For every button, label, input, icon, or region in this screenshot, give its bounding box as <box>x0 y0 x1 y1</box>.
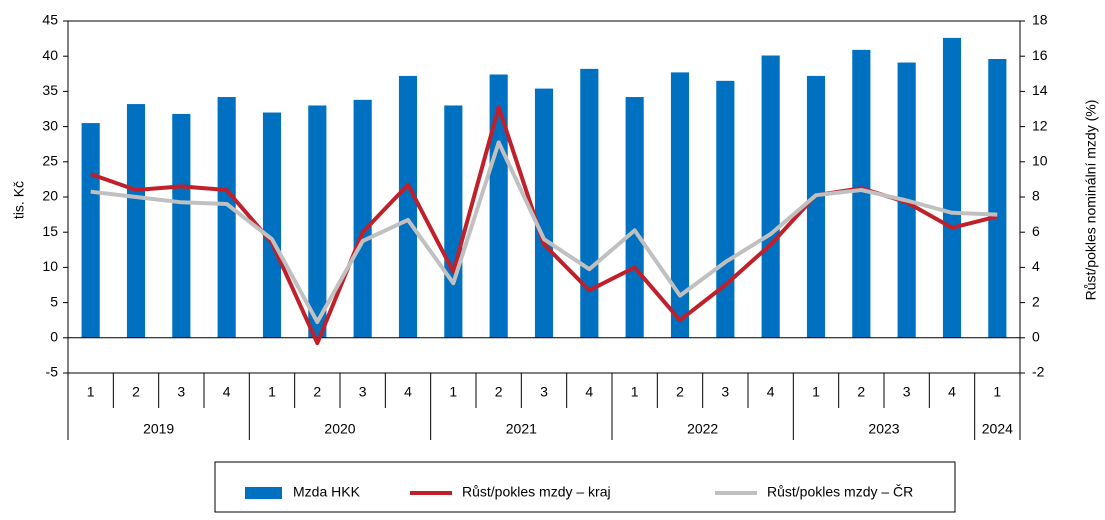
bar <box>353 99 372 338</box>
bar <box>852 49 871 338</box>
bar <box>217 97 236 338</box>
y2-tick-label: 16 <box>1032 47 1048 63</box>
x-tick-label: 4 <box>585 384 593 400</box>
x-tick-label: 2 <box>495 384 503 400</box>
bar <box>81 123 100 338</box>
bar <box>308 105 327 338</box>
y2-tick-label: 14 <box>1032 82 1048 98</box>
y2-tick-label: 0 <box>1032 329 1040 345</box>
bar <box>716 80 735 338</box>
x-group-label: 2020 <box>324 421 355 437</box>
x-group-label: 2022 <box>687 421 718 437</box>
y-axis-label: tis. Kč <box>11 181 27 219</box>
line <box>90 140 998 324</box>
y2-tick-label: 12 <box>1032 117 1048 133</box>
y2-tick-label: 6 <box>1032 223 1040 239</box>
bar <box>580 68 599 338</box>
bar <box>942 37 962 338</box>
bar <box>444 105 463 338</box>
x-tick-label: 2 <box>857 384 865 400</box>
x-tick-label: 4 <box>767 384 775 400</box>
bar <box>262 112 282 338</box>
x-tick-label: 4 <box>404 384 412 400</box>
x-tick-label: 4 <box>948 384 956 400</box>
y2-axis-label: Růst/pokles nominální mzdy (%) <box>1083 100 1099 301</box>
y-tick-label: 40 <box>42 47 58 63</box>
bar <box>806 75 826 338</box>
bar <box>625 97 644 338</box>
x-tick-label: 3 <box>721 384 729 400</box>
y-tick-label: 30 <box>42 117 58 133</box>
bar <box>489 74 508 338</box>
y2-tick-label: 2 <box>1032 293 1040 309</box>
y2-tick-label: 4 <box>1032 258 1040 274</box>
bar <box>126 104 146 338</box>
bar <box>670 72 690 338</box>
bar <box>761 55 780 338</box>
legend-box <box>214 461 956 513</box>
bar <box>398 75 418 338</box>
y-tick-label: 45 <box>42 12 58 28</box>
x-tick-label: 2 <box>132 384 140 400</box>
x-tick-label: 3 <box>540 384 548 400</box>
x-tick-label: 2 <box>676 384 684 400</box>
x-group-label: 2019 <box>143 421 174 437</box>
x-tick-label: 1 <box>87 384 95 400</box>
legend-swatch <box>245 487 282 499</box>
bar <box>988 59 1007 338</box>
x-tick-label: 1 <box>268 384 276 400</box>
legend-label: Mzda HKK <box>293 484 361 500</box>
y-tick-label: 15 <box>42 223 58 239</box>
x-tick-label: 2 <box>313 384 321 400</box>
x-tick-label: 4 <box>223 384 231 400</box>
y-tick-label: 35 <box>42 82 58 98</box>
x-tick-label: 1 <box>993 384 1001 400</box>
y2-tick-label: 8 <box>1032 188 1040 204</box>
x-tick-label: 1 <box>631 384 639 400</box>
y-tick-label: 10 <box>42 258 58 274</box>
x-tick-label: 3 <box>903 384 911 400</box>
y-tick-label: 20 <box>42 188 58 204</box>
y-tick-label: 25 <box>42 153 58 169</box>
x-tick-label: 3 <box>359 384 367 400</box>
bar <box>534 88 554 338</box>
y-tick-label: -5 <box>46 364 59 380</box>
legend-label: Růst/pokles mzdy – ČR <box>767 484 913 500</box>
y-tick-label: 5 <box>50 293 58 309</box>
y2-tick-label: -2 <box>1032 364 1045 380</box>
x-group-label: 2021 <box>506 421 537 437</box>
bar <box>172 113 191 338</box>
legend-label: Růst/pokles mzdy – kraj <box>462 484 611 500</box>
x-group-label: 2023 <box>868 421 899 437</box>
y2-tick-label: 18 <box>1032 12 1048 28</box>
x-tick-label: 1 <box>812 384 820 400</box>
x-tick-label: 1 <box>449 384 457 400</box>
y-tick-label: 0 <box>50 329 58 345</box>
x-group-label: 2024 <box>982 421 1013 437</box>
y2-tick-label: 10 <box>1032 153 1048 169</box>
x-tick-label: 3 <box>177 384 185 400</box>
